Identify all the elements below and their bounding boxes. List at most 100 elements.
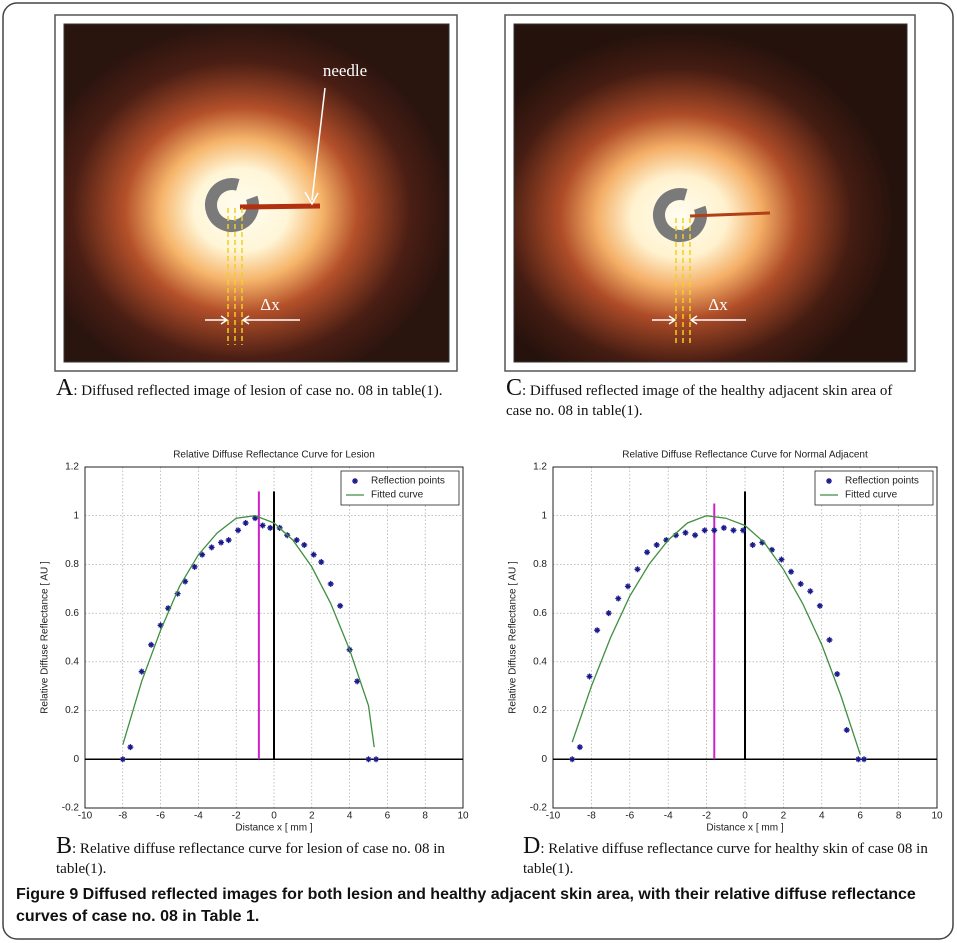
reflection-point xyxy=(653,541,660,548)
legend-label: Fitted curve xyxy=(371,490,424,501)
reflection-point xyxy=(301,541,308,548)
reflection-point xyxy=(759,539,766,546)
reflection-point xyxy=(365,756,372,763)
reflection-point xyxy=(337,602,344,609)
reflection-point xyxy=(218,539,225,546)
panel-caption: A: Diffused reflected image of lesion of… xyxy=(56,375,456,401)
photo xyxy=(513,23,908,363)
reflection-point xyxy=(586,673,593,680)
panel-letter: A xyxy=(56,375,74,401)
panel-caption: D: Relative diffuse reflectance curve fo… xyxy=(523,834,933,879)
reflection-point xyxy=(310,551,317,558)
y-tick-label: 0.8 xyxy=(533,559,547,570)
x-tick-label: 6 xyxy=(385,811,391,822)
x-tick-label: 6 xyxy=(857,811,863,822)
reflection-point xyxy=(701,527,708,534)
reflection-point xyxy=(576,744,583,751)
photo-ring xyxy=(205,178,259,232)
reflection-point xyxy=(594,627,601,634)
panel-letter: B xyxy=(56,833,73,859)
x-tick-label: 4 xyxy=(347,811,353,822)
pointer xyxy=(311,87,326,201)
photo xyxy=(63,23,450,363)
reflection-point xyxy=(354,678,361,685)
reflection-point xyxy=(199,551,206,558)
reflection-point xyxy=(267,524,274,531)
reflection-point xyxy=(259,522,266,529)
delta-arrows xyxy=(652,315,746,325)
y-tick-label: 1 xyxy=(73,510,79,521)
reflection-point xyxy=(843,727,850,734)
y-tick-label: 0 xyxy=(541,754,547,765)
x-tick-label: 2 xyxy=(309,811,315,822)
reflection-point xyxy=(191,563,198,570)
reflection-point xyxy=(730,527,737,534)
x-tick-label: 0 xyxy=(271,811,277,822)
reflection-point xyxy=(138,668,145,675)
reflection-point xyxy=(834,671,841,678)
reflection-point xyxy=(208,544,215,551)
legend-label: Reflection points xyxy=(845,476,919,487)
reflection-point xyxy=(807,588,814,595)
caption-text: : Relative diffuse reflectance curve for… xyxy=(56,841,445,877)
reflection-point xyxy=(127,744,134,751)
reflection-point xyxy=(663,537,670,544)
x-tick-label: -6 xyxy=(156,811,165,822)
y-axis-label: Relative Diffuse Reflectance [ AU ] xyxy=(40,561,51,714)
x-tick-label: 10 xyxy=(931,811,943,822)
reflection-point xyxy=(242,520,249,527)
reflection-point xyxy=(605,610,612,617)
reflection-point xyxy=(119,756,126,763)
caption-text: : Diffused reflected image of lesion of … xyxy=(73,383,443,399)
y-tick-label: 0.4 xyxy=(65,656,79,667)
legend-box xyxy=(814,470,934,506)
reflection-point xyxy=(634,566,641,573)
chart-title: Relative Diffuse Reflectance Curve for L… xyxy=(173,450,375,461)
fitted-curve xyxy=(122,515,375,748)
fitted-curve xyxy=(571,515,861,755)
legend-box xyxy=(340,470,460,506)
y-tick-label: 0.2 xyxy=(65,705,79,716)
arrow-head xyxy=(304,191,319,206)
legend-label: Reflection points xyxy=(371,476,445,487)
x-tick-label: 8 xyxy=(422,811,428,822)
photo-annotation: needle xyxy=(323,61,367,80)
x-tick-label: -10 xyxy=(78,811,93,822)
x-tick-label: -8 xyxy=(587,811,596,822)
legend-swatch xyxy=(826,478,832,484)
reflection-point xyxy=(826,636,833,643)
y-tick-label: 1 xyxy=(541,510,547,521)
x-tick-label: -4 xyxy=(664,811,673,822)
y-axis-label: Relative Diffuse Reflectance [ AU ] xyxy=(508,561,519,714)
reflection-point xyxy=(318,558,325,565)
delta-arrows xyxy=(205,315,300,325)
reflection-point xyxy=(797,580,804,587)
reflection-point xyxy=(174,590,181,597)
y-tick-label: 0.6 xyxy=(533,608,547,619)
reflection-point xyxy=(788,568,795,575)
x-tick-label: 4 xyxy=(819,811,825,822)
reflection-point xyxy=(615,595,622,602)
reflection-point xyxy=(252,515,259,522)
x-tick-label: -2 xyxy=(702,811,711,822)
reflection-point xyxy=(692,532,699,539)
y-tick-label: -0.2 xyxy=(530,803,548,814)
x-tick-label: -2 xyxy=(232,811,241,822)
y-tick-label: 0.8 xyxy=(65,559,79,570)
reflection-point xyxy=(861,756,868,763)
panel-letter: C xyxy=(506,375,523,401)
reflection-point xyxy=(682,529,689,536)
reflection-point xyxy=(749,541,756,548)
y-tick-label: 1.2 xyxy=(533,462,547,473)
x-tick-label: 10 xyxy=(457,811,469,822)
caption-text: : Relative diffuse reflectance curve for… xyxy=(523,841,928,877)
y-tick-label: 0 xyxy=(73,754,79,765)
x-axis-label: Distance x [ mm ] xyxy=(706,823,783,834)
reflection-point xyxy=(293,537,300,544)
panel-caption: B: Relative diffuse reflectance curve fo… xyxy=(56,833,456,879)
legend-swatch xyxy=(352,478,358,484)
reflection-point xyxy=(165,605,172,612)
needle xyxy=(689,211,771,218)
